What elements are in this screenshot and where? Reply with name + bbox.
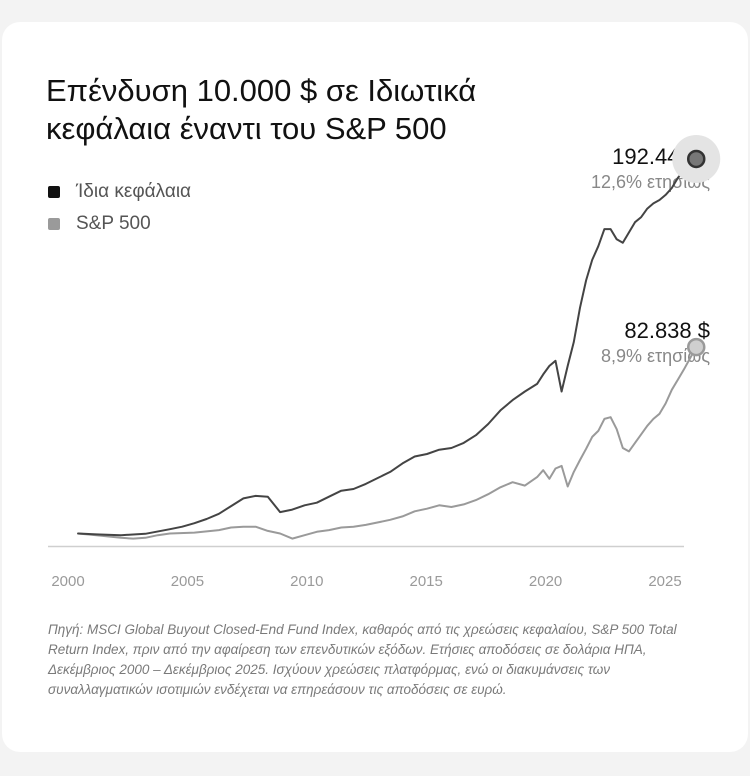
x-tick-label-2020: 2020 — [529, 573, 562, 590]
chart-card — [2, 22, 748, 752]
private-annual-return: 12,6% ετησίως — [590, 172, 710, 192]
x-tick-label-2015: 2015 — [410, 573, 443, 590]
x-tick-label-2000: 2000 — [51, 573, 84, 590]
series-line-sp500 — [77, 346, 698, 540]
legend-item-private: Ίδια κεφάλαια — [48, 176, 191, 208]
legend: Ίδια κεφάλαια S&P 500 — [48, 176, 191, 240]
series-line-private — [77, 158, 698, 537]
legend-swatch-sp500 — [48, 218, 60, 230]
x-tick-label-2005: 2005 — [171, 573, 204, 590]
legend-item-sp500: S&P 500 — [48, 208, 191, 240]
sp500-annual-return: 8,9% ετησίως — [600, 346, 710, 366]
source-footnote: Πηγή: MSCI Global Buyout Closed-End Fund… — [48, 622, 677, 697]
legend-swatch-private — [48, 186, 60, 198]
x-tick-label-2010: 2010 — [290, 573, 323, 590]
chart-title-line-1: Επένδυση 10.000 $ σε Ιδιωτικά — [46, 73, 477, 108]
x-tick-label-2025: 2025 — [648, 573, 681, 590]
sp500-end-marker — [686, 337, 706, 357]
legend-label-sp500: S&P 500 — [76, 213, 151, 234]
chart-title-line-2: κεφάλαια έναντι του S&P 500 — [46, 111, 447, 146]
private-end-marker — [686, 149, 706, 169]
legend-label-private: Ίδια κεφάλαια — [76, 181, 192, 202]
chart-title: Επένδυση 10.000 $ σε Ιδιωτικά κεφάλαια έ… — [46, 72, 606, 148]
line-chart: 2000 2005 2010 2015 2020 2025 — [48, 134, 721, 590]
